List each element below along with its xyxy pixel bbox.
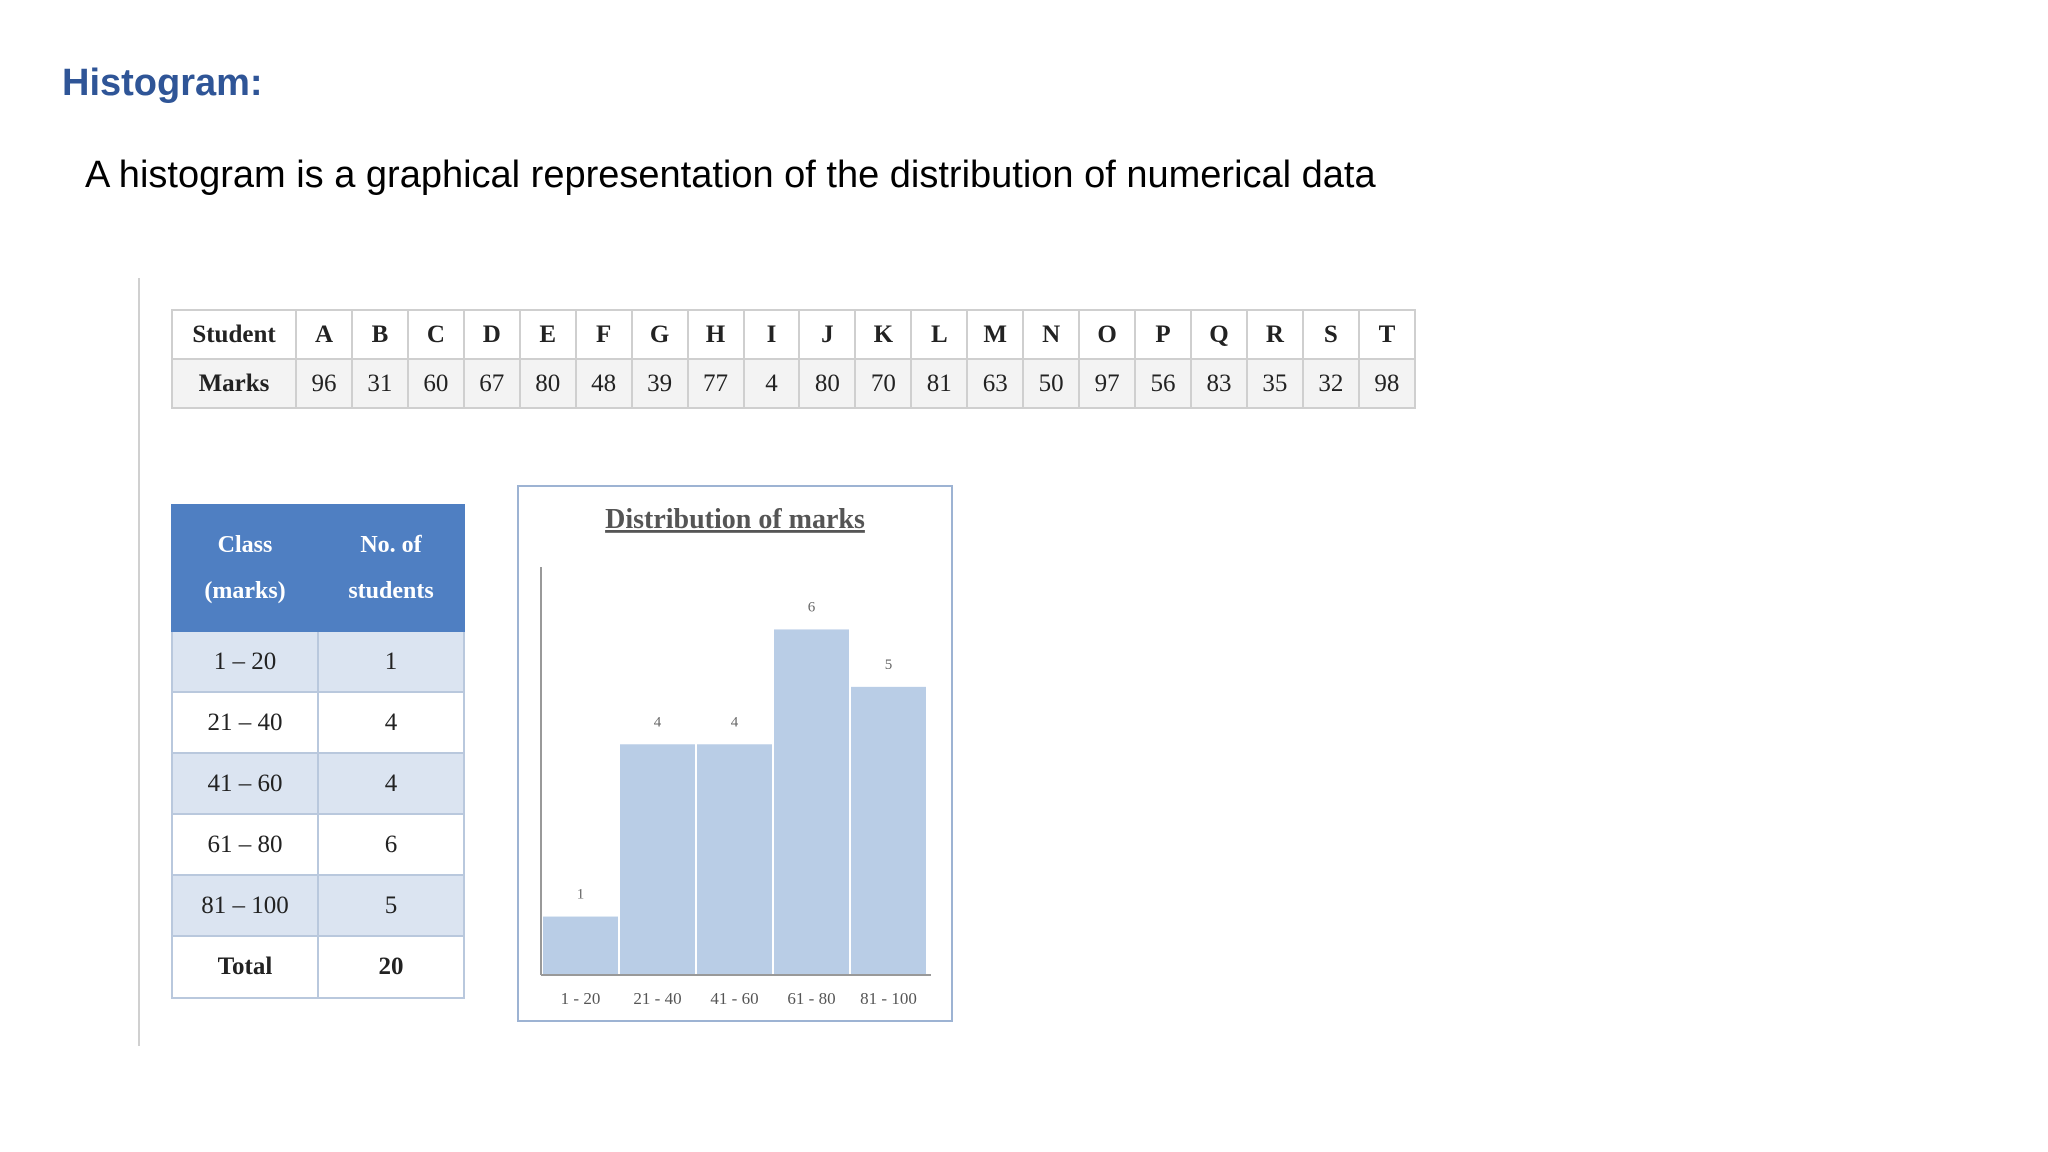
class-cell: 1 – 20 <box>171 630 319 693</box>
histogram-chart: Distribution of marks 1 1 - 20 4 21 - 40 4 41… <box>517 485 953 1022</box>
count-header-line2: students <box>348 578 434 604</box>
student-row: Student A B C D E F G H I J K L M N O P … <box>171 309 1417 360</box>
table-row: 61 – 80 6 <box>171 813 465 876</box>
student-cell: H <box>686 309 745 360</box>
class-cell: 21 – 40 <box>171 691 319 754</box>
student-cell: T <box>1357 309 1417 360</box>
student-cell: Q <box>1190 309 1248 360</box>
marks-cell: 39 <box>630 358 689 409</box>
class-header-line2: (marks) <box>204 578 286 604</box>
histogram-bar <box>543 916 618 974</box>
count-cell: 4 <box>317 752 465 815</box>
marks-cell: 32 <box>1301 358 1360 409</box>
student-cell: N <box>1022 309 1081 360</box>
marks-cell: 83 <box>1190 358 1248 409</box>
student-cell: L <box>910 309 969 360</box>
student-cell: F <box>574 309 633 360</box>
bar-value-label: 1 <box>577 887 585 903</box>
class-header: Class (marks) <box>171 504 319 632</box>
count-cell: 5 <box>317 874 465 937</box>
student-cell: S <box>1301 309 1360 360</box>
marks-cell: 96 <box>295 358 353 409</box>
student-cell: O <box>1078 309 1137 360</box>
bar-value-label: 6 <box>808 599 816 615</box>
marks-cell: 60 <box>406 358 465 409</box>
bar-value-label: 5 <box>885 657 893 673</box>
x-tick-label: 81 - 100 <box>860 989 917 1008</box>
x-tick-label: 21 - 40 <box>633 989 681 1008</box>
bar-group: 1 1 - 20 4 21 - 40 4 41 - 60 6 61 - 80 5 81 - 100 <box>543 599 926 1008</box>
student-marks-table: Student A B C D E F G H I J K L M N O P … <box>171 309 1417 409</box>
marks-cell: 80 <box>518 358 577 409</box>
class-header-line1: Class <box>217 532 273 558</box>
total-value: 20 <box>317 935 465 999</box>
histogram-bar <box>851 686 926 974</box>
x-tick-label: 61 - 80 <box>787 989 835 1008</box>
marks-header: Marks <box>171 358 297 409</box>
x-tick-label: 1 - 20 <box>561 989 601 1008</box>
marks-cell: 77 <box>686 358 745 409</box>
marks-cell: 70 <box>854 358 913 409</box>
class-cell: 61 – 80 <box>171 813 319 876</box>
intro-text: A histogram is a graphical representatio… <box>85 154 1376 196</box>
marks-cell: 48 <box>574 358 633 409</box>
frequency-header-row: Class (marks) No. of students <box>171 504 465 632</box>
x-tick-label: 41 - 60 <box>710 989 758 1008</box>
marks-cell: 31 <box>350 358 409 409</box>
total-label: Total <box>171 935 319 999</box>
student-cell: I <box>742 309 801 360</box>
bar-value-label: 4 <box>654 714 662 730</box>
student-cell: R <box>1245 309 1304 360</box>
marks-cell: 4 <box>742 358 801 409</box>
class-cell: 81 – 100 <box>171 874 319 937</box>
bar-value-label: 4 <box>731 714 739 730</box>
student-cell: G <box>630 309 689 360</box>
student-cell: C <box>406 309 465 360</box>
count-cell: 1 <box>317 630 465 693</box>
marks-cell: 81 <box>910 358 969 409</box>
histogram-svg: Distribution of marks 1 1 - 20 4 21 - 40 4 41… <box>540 504 931 1008</box>
histogram-bar <box>697 744 772 974</box>
student-cell: D <box>462 309 521 360</box>
histogram-bar <box>620 744 695 974</box>
table-row: 21 – 40 4 <box>171 691 465 754</box>
histogram-bar <box>774 629 849 974</box>
marks-cell: 35 <box>1245 358 1304 409</box>
marks-cell: 98 <box>1357 358 1417 409</box>
student-header: Student <box>171 309 297 360</box>
student-cell: A <box>295 309 353 360</box>
table-row: 81 – 100 5 <box>171 874 465 937</box>
marks-cell: 80 <box>798 358 857 409</box>
page-heading: Histogram: <box>62 62 263 104</box>
marks-cell: 50 <box>1022 358 1081 409</box>
marks-cell: 63 <box>966 358 1025 409</box>
student-cell: J <box>798 309 857 360</box>
student-cell: B <box>350 309 409 360</box>
student-cell: P <box>1134 309 1192 360</box>
class-cell: 41 – 60 <box>171 752 319 815</box>
table-row: 1 – 20 1 <box>171 630 465 693</box>
total-row: Total 20 <box>171 935 465 999</box>
table-row: 41 – 60 4 <box>171 752 465 815</box>
marks-row: Marks 96 31 60 67 80 48 39 77 4 80 70 81… <box>171 358 1417 409</box>
frequency-table: Class (marks) No. of students 1 – 20 1 2… <box>171 504 465 999</box>
marks-cell: 56 <box>1134 358 1192 409</box>
student-cell: M <box>966 309 1025 360</box>
marks-cell: 67 <box>462 358 521 409</box>
student-cell: E <box>518 309 577 360</box>
student-cell: K <box>854 309 913 360</box>
marks-cell: 97 <box>1078 358 1137 409</box>
count-header: No. of students <box>317 504 465 632</box>
count-header-line1: No. of <box>360 532 422 558</box>
count-cell: 4 <box>317 691 465 754</box>
left-divider <box>138 278 140 1046</box>
chart-title: Distribution of marks <box>605 504 865 535</box>
count-cell: 6 <box>317 813 465 876</box>
